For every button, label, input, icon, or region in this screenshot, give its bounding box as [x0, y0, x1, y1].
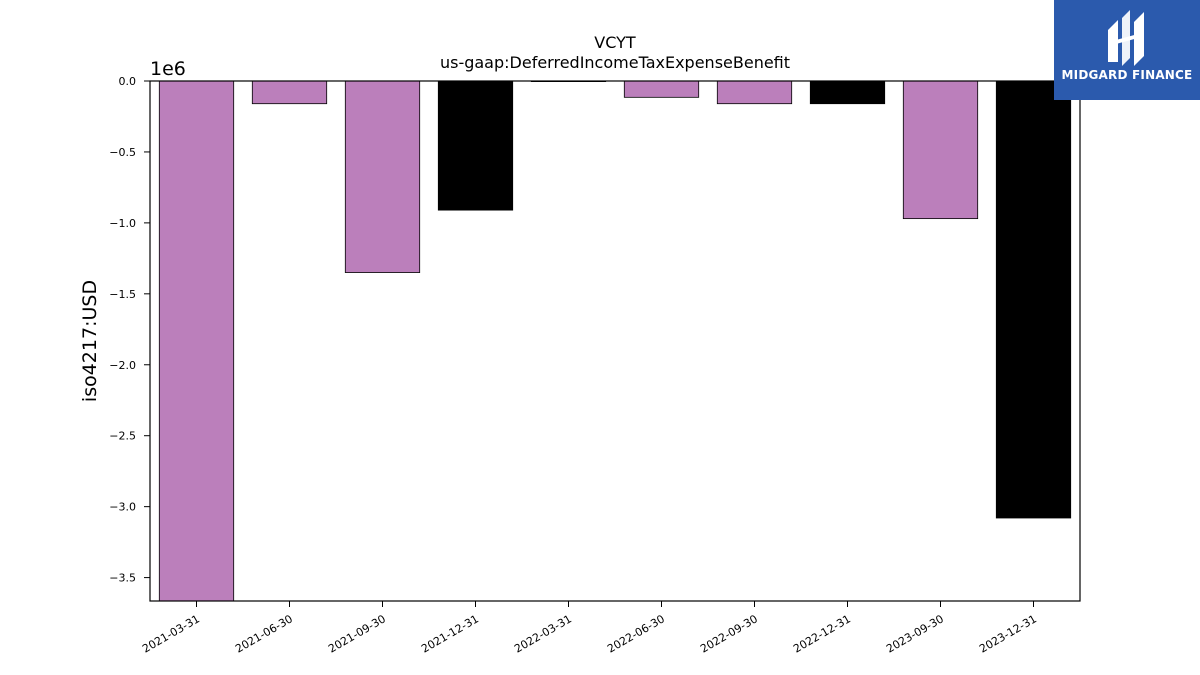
bar-2022-12-31: [809, 80, 886, 105]
bars: [158, 80, 1072, 602]
bar-2021-03-31: [158, 80, 235, 602]
x-tick-label: 2021-03-31: [140, 612, 202, 655]
logo-text: MIDGARD FINANCE: [1061, 68, 1193, 82]
bar-2021-06-30: [251, 80, 328, 105]
y-tick-label: −1.5: [109, 288, 136, 301]
x-tick-label: 2023-12-31: [977, 612, 1039, 655]
x-tick-label: 2022-06-30: [605, 612, 667, 655]
x-tick-label: 2022-09-30: [698, 612, 760, 655]
y-tick-label: −2.5: [109, 430, 136, 443]
bar-2022-09-30: [716, 80, 793, 105]
bar-2022-06-30: [623, 80, 700, 98]
y-tick-label: 0.0: [119, 75, 137, 88]
y-axis-offset-label: 1e6: [150, 58, 186, 80]
y-axis-ticks: 0.0 −0.5 −1.0 −1.5 −2.0 −2.5 −3.0 −3.5: [109, 75, 150, 585]
chart-title: VCYT: [594, 33, 636, 52]
bar-2023-12-31: [995, 80, 1072, 519]
x-tick-label: 2021-12-31: [419, 612, 481, 655]
x-tick-label: 2021-09-30: [326, 612, 388, 655]
y-tick-label: −3.0: [109, 501, 136, 514]
x-tick-label: 2023-09-30: [884, 612, 946, 655]
plot-frame: [149, 80, 1081, 602]
y-axis-label: iso4217:USD: [79, 280, 101, 402]
midgard-logo-icon: [1108, 10, 1144, 66]
x-tick-label: 2021-06-30: [233, 612, 295, 655]
midgard-finance-logo: MIDGARD FINANCE: [1054, 0, 1200, 100]
bar-2021-12-31: [437, 80, 514, 211]
bar-2021-09-30: [344, 80, 421, 273]
x-tick-label: 2022-12-31: [791, 612, 853, 655]
y-tick-label: −2.0: [109, 359, 136, 372]
y-tick-label: −3.5: [109, 572, 136, 585]
x-axis-ticks: 2021-03-31 2021-06-30 2021-09-30 2021-12-31…: [140, 601, 1039, 656]
bar-2023-09-30: [902, 80, 979, 220]
y-tick-label: −1.0: [109, 217, 136, 230]
y-tick-label: −0.5: [109, 146, 136, 159]
chart-subtitle: us-gaap:DeferredIncomeTaxExpenseBenefit: [440, 53, 790, 72]
x-tick-label: 2022-03-31: [512, 612, 574, 655]
